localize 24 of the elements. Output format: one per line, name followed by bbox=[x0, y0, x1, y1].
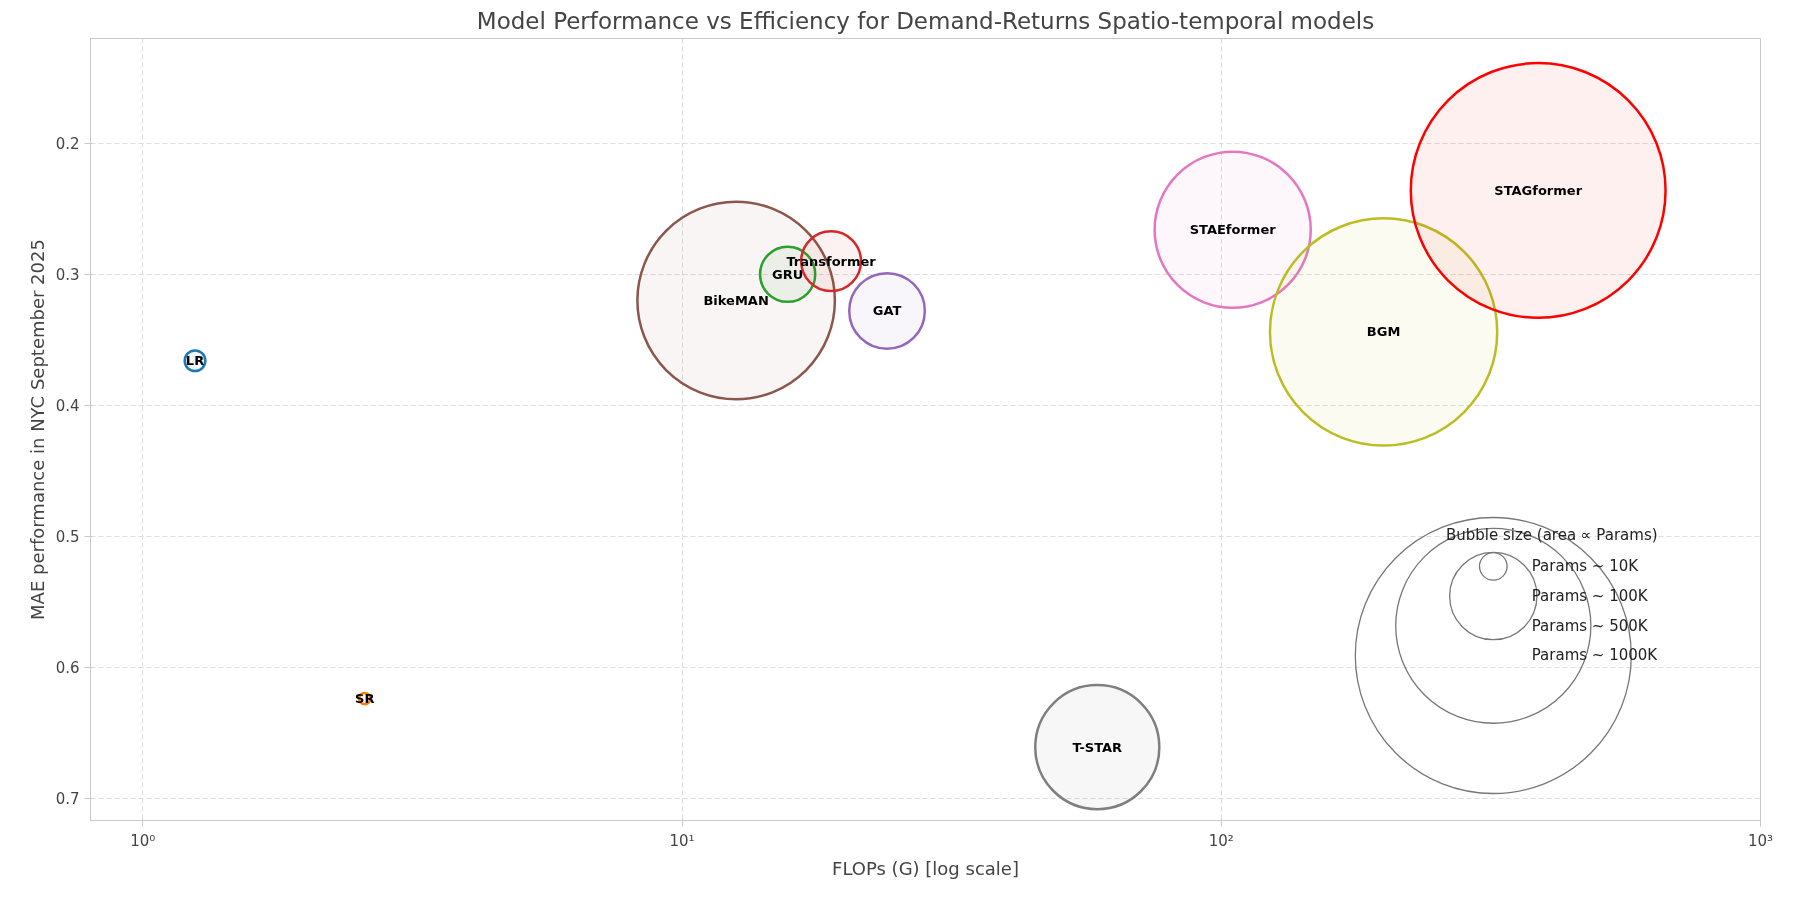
series-label: BikeMAN bbox=[703, 292, 769, 308]
legend-label: Params ~ 100K bbox=[1531, 587, 1649, 606]
y-tick-label: 0.6 bbox=[55, 659, 80, 678]
series-label: LR bbox=[185, 353, 205, 369]
series-label: BGM bbox=[1366, 324, 1401, 340]
series-label: STAGformer bbox=[1494, 182, 1583, 198]
x-axis-title: FLOPs (G) [log scale] bbox=[832, 857, 1019, 879]
y-tick-label: 0.3 bbox=[55, 266, 80, 285]
y-tick-label: 0.4 bbox=[55, 397, 80, 416]
x-tick-label: 10³ bbox=[1747, 831, 1774, 850]
series-label: GAT bbox=[872, 303, 902, 319]
y-tick-label: 0.7 bbox=[55, 790, 80, 809]
legend-label: Params ~ 500K bbox=[1531, 616, 1649, 635]
legend-label: Params ~ 1000K bbox=[1531, 646, 1659, 665]
series-label: T-STAR bbox=[1072, 739, 1123, 755]
y-tick-label: 0.5 bbox=[55, 528, 80, 547]
x-tick-label: 10⁰ bbox=[130, 831, 156, 850]
series-label: STAEformer bbox=[1189, 222, 1277, 238]
chart-title: Model Performance vs Efficiency for Demand-Returns Spatio-temporal models bbox=[476, 7, 1375, 34]
x-tick-label: 10² bbox=[1208, 831, 1234, 850]
y-tick-label: 0.2 bbox=[55, 135, 80, 154]
x-tick-label: 10¹ bbox=[669, 831, 695, 850]
y-axis-title: MAE performance in NYC September 2025 bbox=[26, 239, 48, 620]
series-label: GRU bbox=[772, 266, 804, 282]
